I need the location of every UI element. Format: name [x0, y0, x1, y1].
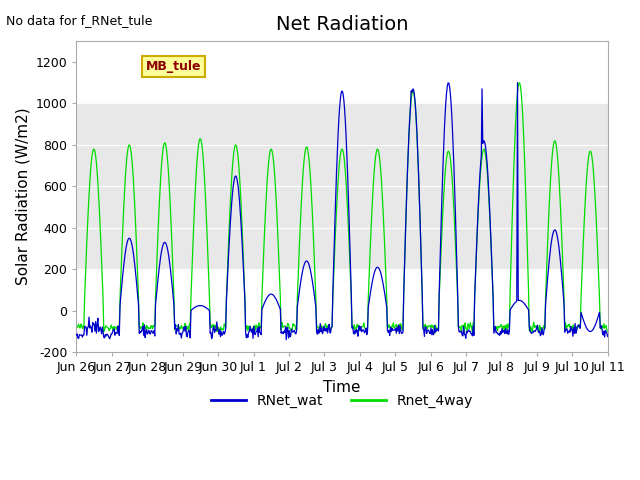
Rnet_4way	[406, 107, 414, 113]
X-axis label: Time: Time	[323, 380, 361, 395]
RNet_wat	[219, 331, 227, 336]
RNet_wat	[137, 330, 145, 336]
Legend: RNet_wat, Rnet_4way: RNet_wat, Rnet_4way	[205, 388, 479, 414]
RNet_wat	[514, 80, 522, 85]
Y-axis label: Solar Radiation (W/m2): Solar Radiation (W/m2)	[15, 108, 30, 286]
Line: Rnet_4way: Rnet_4way	[76, 83, 607, 333]
Line: RNet_wat: RNet_wat	[76, 83, 607, 340]
RNet_wat	[282, 337, 290, 343]
RNet_wat	[407, 88, 415, 94]
Bar	[76, 103, 607, 269]
RNet_wat	[423, 331, 431, 336]
Title: Net Radiation: Net Radiation	[276, 15, 408, 34]
Rnet_4way	[137, 324, 145, 330]
Rnet_4way	[219, 326, 227, 332]
RNet_wat	[82, 325, 90, 331]
RNet_wat	[604, 334, 611, 339]
RNet_wat	[72, 332, 80, 338]
Rnet_4way	[191, 200, 198, 206]
Rnet_4way	[72, 324, 80, 329]
RNet_wat	[191, 305, 198, 311]
Rnet_4way	[460, 330, 468, 336]
Rnet_4way	[422, 323, 429, 328]
Text: No data for f_RNet_tule: No data for f_RNet_tule	[6, 14, 153, 27]
Rnet_4way	[515, 80, 523, 86]
Rnet_4way	[82, 257, 90, 263]
Rnet_4way	[604, 328, 611, 334]
Text: MB_tule: MB_tule	[145, 60, 201, 73]
